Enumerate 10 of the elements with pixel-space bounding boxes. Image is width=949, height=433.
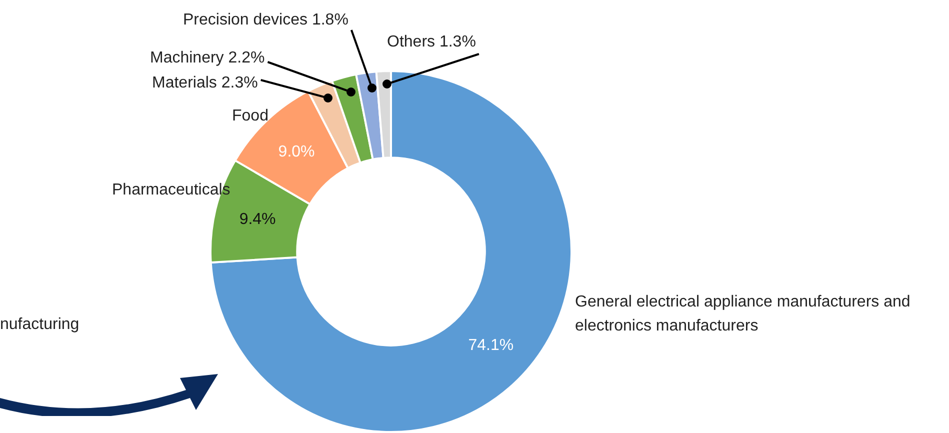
- slice-label: Materials 2.3%: [152, 74, 258, 92]
- data-label: 9.0%: [278, 143, 315, 160]
- text: nufacturing: [0, 316, 80, 334]
- slice-label: Food: [232, 107, 268, 124]
- data-label: 74.1%: [468, 336, 514, 354]
- slice-label: Machinery 2.2%: [150, 49, 265, 66]
- slice-label: Precision devices 1.8%: [183, 11, 348, 28]
- slice-label: Others 1.3%: [387, 33, 476, 50]
- slice-label: General electrical appliance manufacturers and electronics manufacturers: [575, 293, 910, 334]
- data-label: 9.4%: [239, 211, 276, 228]
